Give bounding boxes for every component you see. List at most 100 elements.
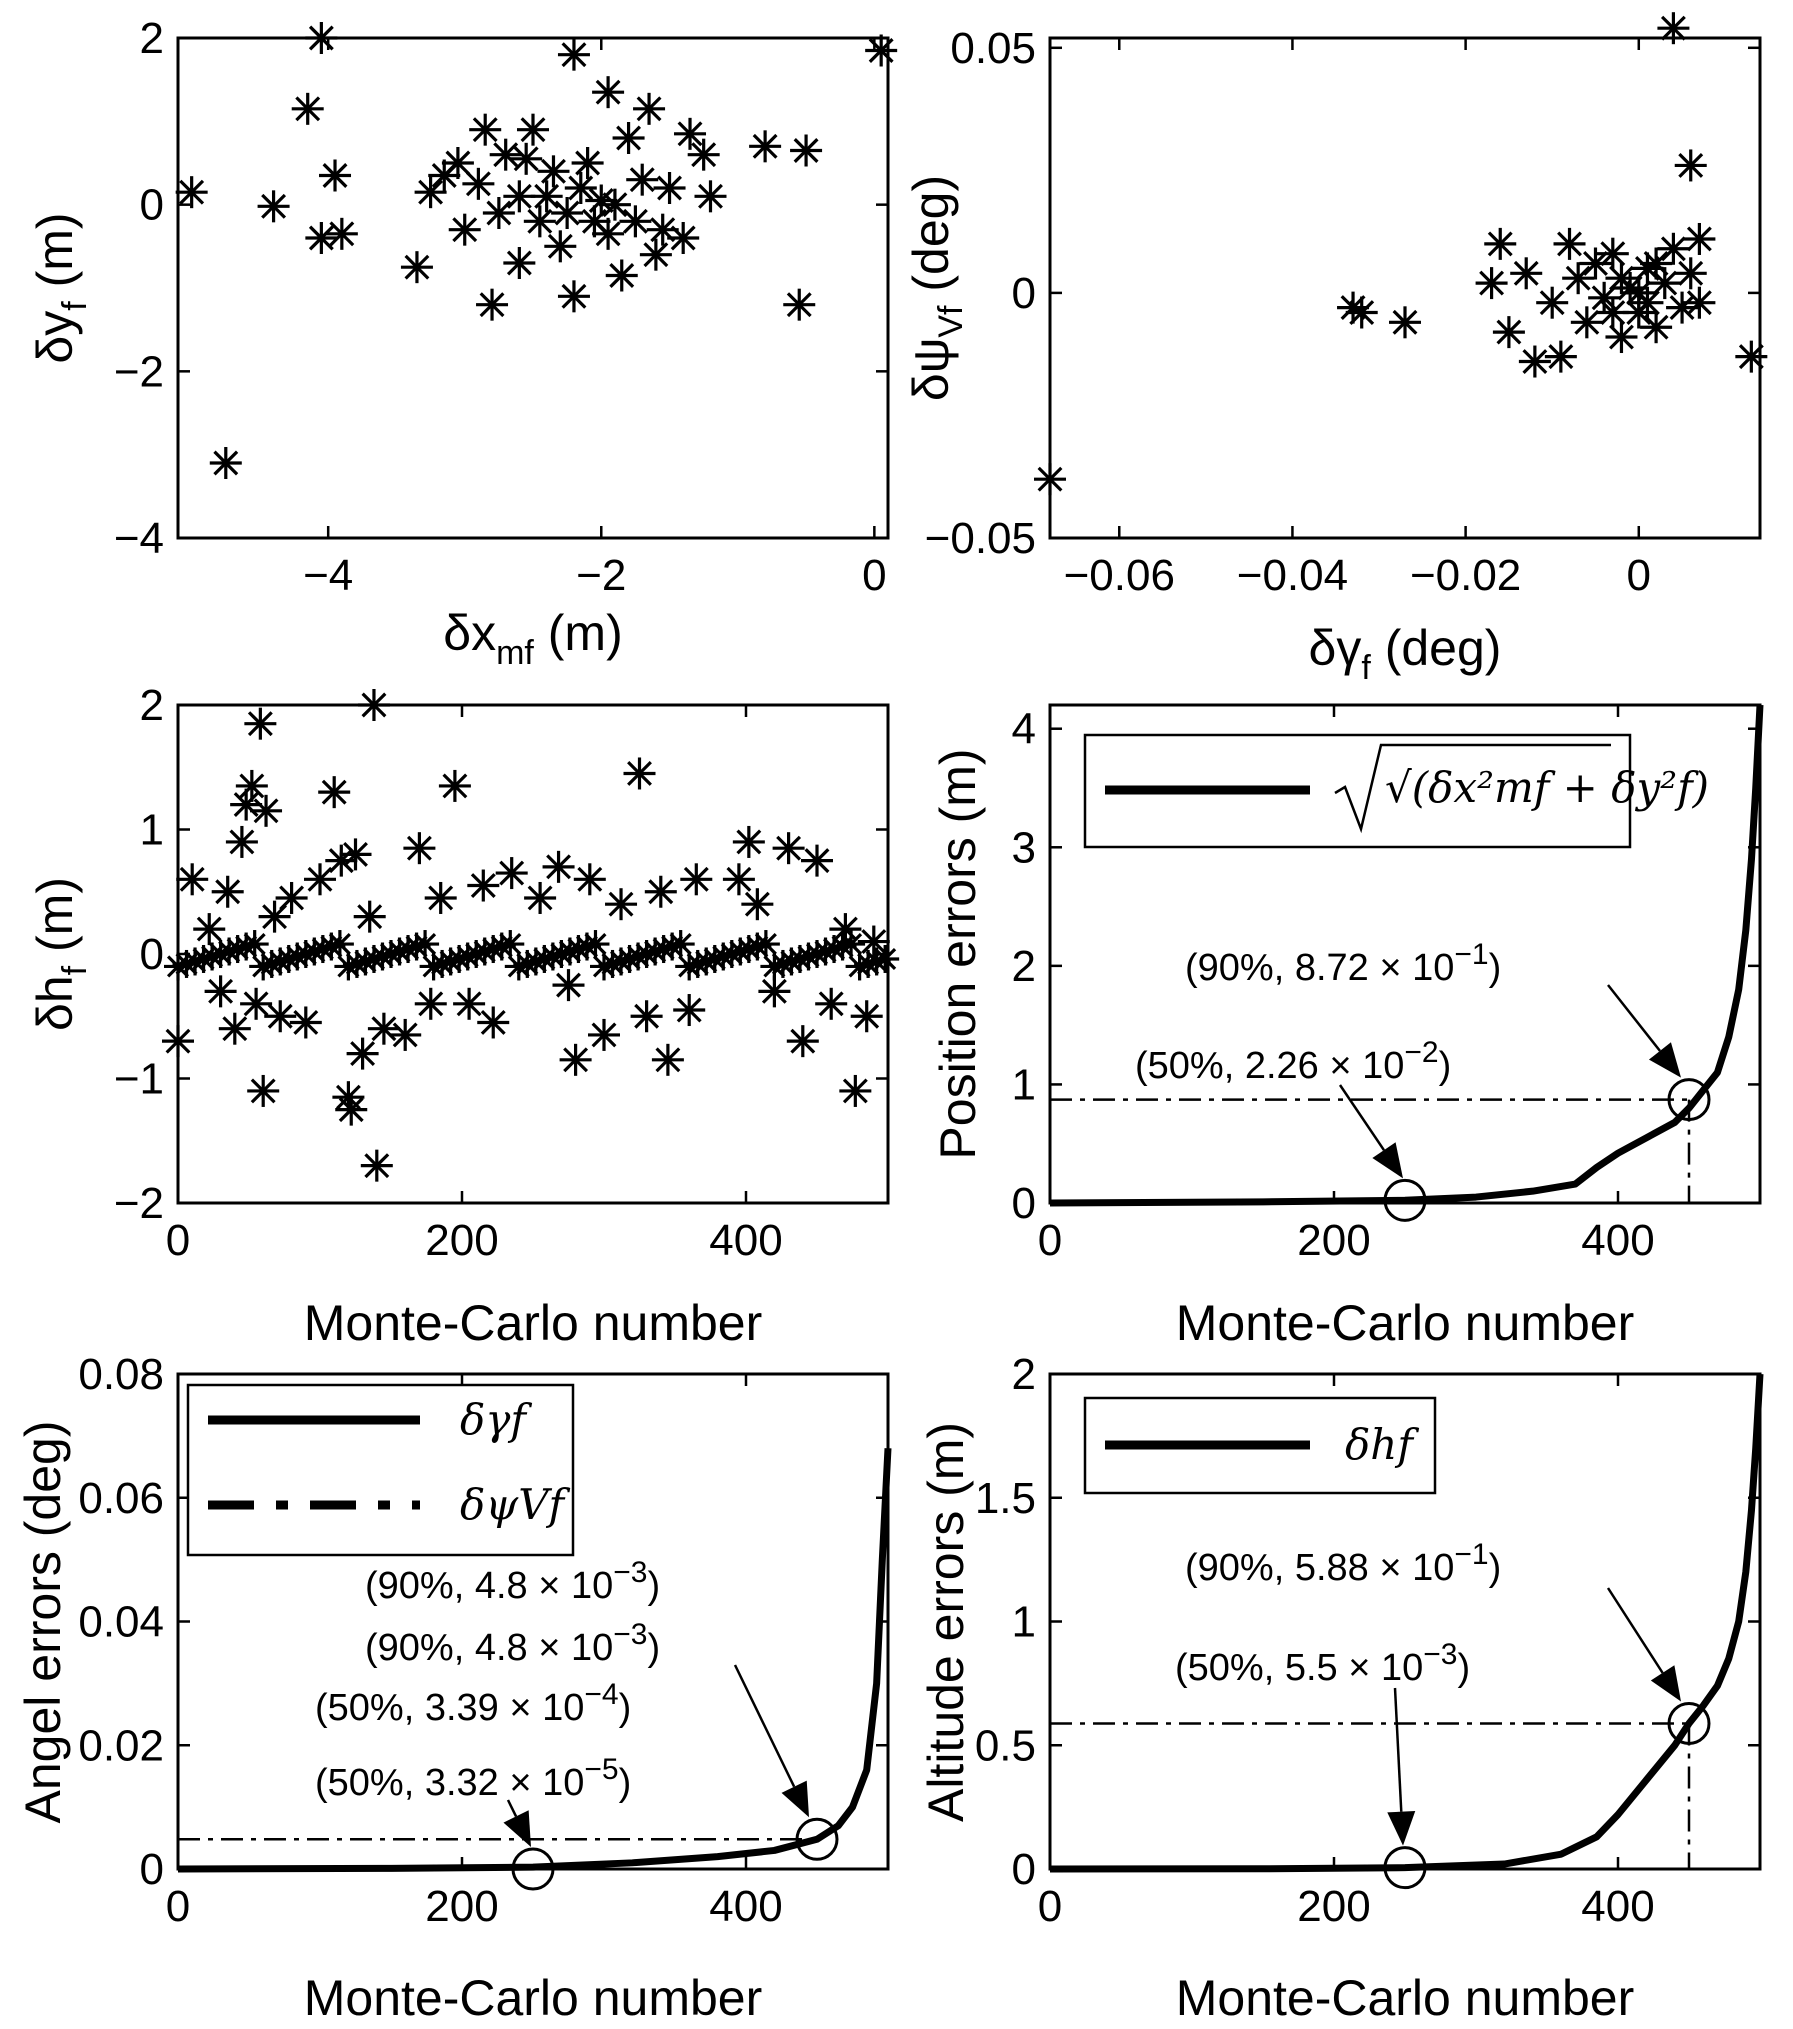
data-point	[564, 172, 597, 204]
data-point	[462, 167, 495, 200]
data-point	[523, 205, 556, 238]
x-tick-label: −0.04	[1237, 551, 1348, 600]
x-axis-label: Monte-Carlo number	[1176, 1295, 1635, 1351]
annotation-label: (90%, 5.88 × 10−1)	[1185, 1538, 1501, 1589]
x-tick-label: 400	[1581, 1216, 1654, 1265]
y-tick-label: 2	[1012, 1350, 1036, 1399]
y-axis-label: δyf (m)	[27, 212, 94, 363]
data-point	[722, 863, 755, 896]
y-axis-label: δhf (m)	[27, 877, 94, 1031]
data-point	[544, 230, 577, 263]
x-tick-label: 0	[1038, 1882, 1062, 1931]
data-point	[428, 159, 461, 192]
y-tick-label: 0	[140, 181, 164, 230]
data-point	[605, 888, 638, 921]
data-point	[605, 259, 638, 292]
x-tick-label: −2	[576, 551, 626, 600]
data-point	[865, 34, 898, 67]
y-tick-label: 0	[1012, 1845, 1036, 1894]
data-point	[666, 930, 695, 959]
data-point	[694, 180, 727, 213]
data-point	[687, 138, 720, 171]
annotation-arrow	[733, 1664, 809, 1818]
data-point	[772, 832, 805, 865]
data-point	[240, 930, 269, 959]
annotation-arrow	[1338, 1084, 1403, 1179]
data-point	[783, 288, 816, 321]
y-tick-label: 2	[140, 14, 164, 63]
annotation-label: (50%, 3.32 × 10−5)	[315, 1753, 631, 1804]
y-tick-label: −4	[114, 514, 164, 563]
data-point	[829, 913, 862, 946]
x-axis-label: Monte-Carlo number	[1176, 1970, 1635, 2026]
y-axis-label: δψVf (deg)	[903, 175, 970, 401]
data-point	[673, 994, 706, 1027]
data-point	[503, 180, 536, 213]
data-point	[857, 925, 890, 958]
data-point	[1596, 237, 1629, 270]
data-point	[319, 159, 352, 192]
annotation-label: (50%, 5.5 × 10−3)	[1175, 1638, 1470, 1689]
data-point	[557, 38, 590, 71]
data-point	[559, 1043, 592, 1076]
y-tick-label: −1	[114, 1055, 164, 1104]
data-point	[1389, 306, 1421, 339]
annotation-label: (90%, 4.8 × 10−3)	[365, 1556, 660, 1607]
y-tick-label: 1	[1012, 1598, 1036, 1647]
data-point	[438, 769, 471, 802]
data-point	[573, 863, 606, 896]
data-point	[1510, 257, 1543, 290]
data-point	[1345, 296, 1378, 329]
x-tick-label: 400	[709, 1216, 782, 1265]
data-point	[335, 1093, 368, 1126]
data-point	[1631, 286, 1664, 319]
data-point	[510, 142, 543, 175]
panel-dpsi-vs-dgamma: −0.06 −0.04 −0.02 0 −0.05 0 0.05 δγf (deg) δψV…	[903, 12, 1768, 687]
legend-box	[186, 1383, 575, 1557]
series-line	[177, 1448, 892, 1873]
data-point	[176, 863, 209, 896]
x-tick-label: −0.06	[1064, 551, 1175, 600]
y-axis-label: Angel errors (deg)	[15, 1421, 71, 1824]
data-point	[225, 825, 258, 858]
data-point	[786, 1025, 819, 1058]
data-point	[360, 1149, 393, 1182]
data-point	[264, 1000, 297, 1033]
x-tick-label: 200	[1297, 1882, 1370, 1931]
data-point	[1536, 286, 1569, 319]
data-point	[411, 930, 440, 959]
data-point	[1570, 306, 1603, 339]
y-tick-label: 1	[1012, 1060, 1036, 1109]
data-point	[530, 180, 563, 213]
data-point	[751, 930, 780, 959]
y-tick-label: 0	[140, 930, 164, 979]
legend-label-gamma: δγf	[460, 1395, 532, 1444]
y-tick-label: −2	[114, 1179, 164, 1228]
data-point	[389, 1018, 422, 1051]
data-point	[357, 689, 390, 721]
x-tick-label: −4	[303, 551, 353, 600]
data-point	[626, 163, 659, 196]
data-point	[524, 881, 557, 914]
data-point	[1034, 463, 1066, 496]
data-point	[247, 1074, 280, 1107]
data-point	[1683, 286, 1716, 319]
percentile-marker	[511, 1847, 555, 1891]
annotation-label: (90%, 4.8 × 10−3)	[365, 1618, 660, 1669]
data-point	[1674, 257, 1707, 290]
percentile-marker	[1383, 1178, 1427, 1222]
data-point	[244, 707, 277, 740]
data-point	[175, 176, 208, 209]
annotation-label: (50%, 2.26 × 10−2)	[1135, 1036, 1451, 1087]
data-point	[551, 197, 584, 229]
data-point	[592, 76, 625, 109]
y-tick-label: 1	[140, 806, 164, 855]
x-axis-label: Monte-Carlo number	[304, 1295, 763, 1351]
panel-position-errors: 0 200 400 0 1 2 3 4 (50%, 2.26 × 10−2) (90%, 8.72…	[930, 703, 1764, 1351]
data-point	[467, 869, 500, 902]
data-point	[339, 838, 372, 871]
data-point	[325, 217, 358, 250]
data-point	[1518, 345, 1551, 378]
data-point	[1596, 296, 1629, 329]
data-point	[680, 863, 713, 896]
